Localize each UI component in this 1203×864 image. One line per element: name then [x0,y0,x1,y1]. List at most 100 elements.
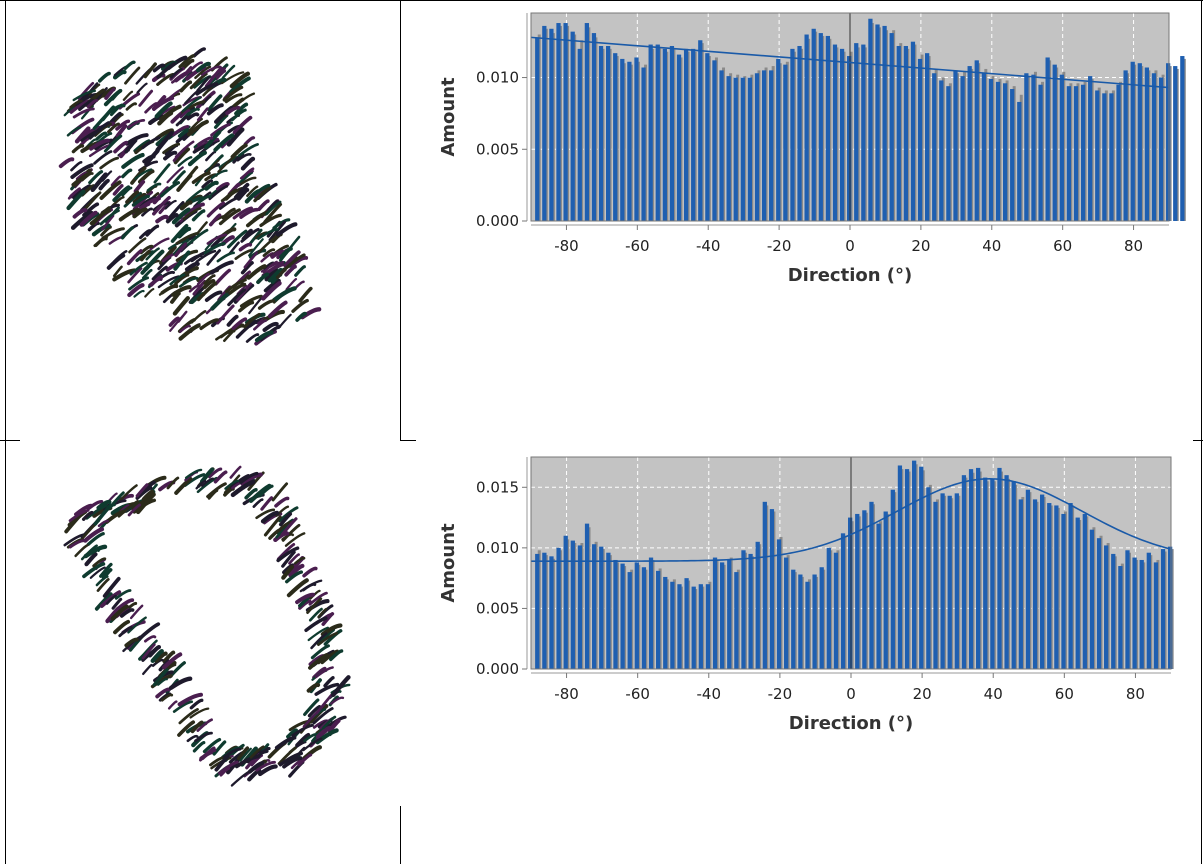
primary-bar [1109,93,1114,221]
fiber-stroke [139,244,154,255]
x-tick-label: -20 [767,237,792,255]
y-axis-title: Amount [438,523,459,603]
fiber-stroke [308,591,328,606]
fiber-stroke [191,171,211,185]
fiber-stroke [209,213,222,227]
primary-bar [733,77,738,221]
fiber-stroke [229,71,251,89]
fiber-stroke [239,471,259,484]
fiber-stroke [226,314,239,327]
fiber-stroke [129,261,148,276]
fiber-stroke [99,180,122,200]
primary-bar [1132,557,1137,669]
fiber-stroke [285,278,298,291]
fiber-stroke [99,562,113,578]
fiber-stroke [237,143,259,158]
primary-bar [634,562,639,669]
fiber-stroke [236,153,252,162]
primary-bar [819,567,824,669]
fiber-stroke [112,250,128,263]
fiber-stroke [315,725,332,739]
fiber-stroke [168,316,180,327]
x-tick-label: -60 [625,237,650,255]
fiber-stroke [237,746,250,761]
x-tick-label: 80 [1126,685,1145,703]
primary-bar [925,53,930,222]
fiber-stroke [190,61,203,71]
fiber-stroke [274,735,297,750]
fiber-stroke [240,261,254,275]
fiber-stroke [260,496,274,511]
fiber-stroke [205,150,217,162]
fiber-stroke [192,47,206,58]
x-tick-label: 20 [911,237,930,255]
fiber-stroke [186,107,200,116]
fiber-stroke [66,126,82,137]
primary-bar [1096,538,1102,669]
fiber-stroke [196,107,209,122]
primary-bar [917,58,923,222]
fiber-stroke [234,102,249,116]
primary-bar [897,465,903,669]
fiber-stroke [228,282,247,295]
primary-bar [968,469,974,669]
primary-bar [1089,529,1095,669]
fiber-stroke [71,171,92,187]
fiber-stroke [308,653,329,670]
fiber-stroke [184,202,205,217]
primary-bar [1139,559,1144,669]
x-tick-label: 60 [1053,237,1072,255]
fiber-stroke [179,200,193,211]
fiber-stroke [233,92,256,108]
fiber-stroke [261,281,282,301]
primary-bar [1153,562,1159,669]
row-divider-right [1193,440,1203,441]
fiber-stroke [201,477,215,487]
primary-bar [981,73,986,221]
primary-bar [712,557,718,669]
fiber-stroke [206,103,224,116]
fiber-stroke [194,731,213,743]
fiber-stroke [162,652,183,670]
fiber-stroke [90,172,108,193]
fiber-stroke [134,168,153,180]
primary-bar [748,553,753,669]
primary-bar [1151,73,1157,221]
primary-bar [1024,73,1029,221]
fiber-stroke [95,131,108,141]
fiber-stroke [81,510,94,521]
fiber-stroke [267,300,288,319]
fiber-stroke [262,260,278,274]
fiber-stroke [82,202,100,217]
fiber-stroke [197,194,212,204]
fiber-stroke [115,119,131,131]
primary-bar [889,33,894,221]
fiber-stroke [110,604,129,621]
primary-bar [791,569,796,669]
fiber-stroke [204,66,223,88]
fiber-stroke [166,166,184,184]
fiber-stroke [138,169,155,184]
primary-bar [741,550,746,669]
fiber-stroke [199,318,219,331]
fiber-stroke [253,186,272,203]
fiber-stroke [230,479,256,498]
primary-bar [910,41,916,222]
fiber-stroke [124,138,138,154]
fiber-stroke [186,228,209,246]
fiber-stroke [263,278,281,293]
fiber-stroke [144,102,158,114]
fiber-stroke [258,764,278,777]
x-tick-label: 0 [845,237,855,255]
fiber-stroke [248,297,263,315]
fiber-stroke [235,321,256,339]
fiber-stroke [141,136,161,150]
fiber-stroke [257,199,270,212]
primary-bar [903,45,908,221]
fiber-stroke [207,467,223,479]
primary-bar [1017,101,1022,221]
fiber-stroke [239,747,252,762]
fiber-stroke [162,650,176,664]
fiber-stroke [331,675,351,698]
primary-bar [1118,566,1123,669]
